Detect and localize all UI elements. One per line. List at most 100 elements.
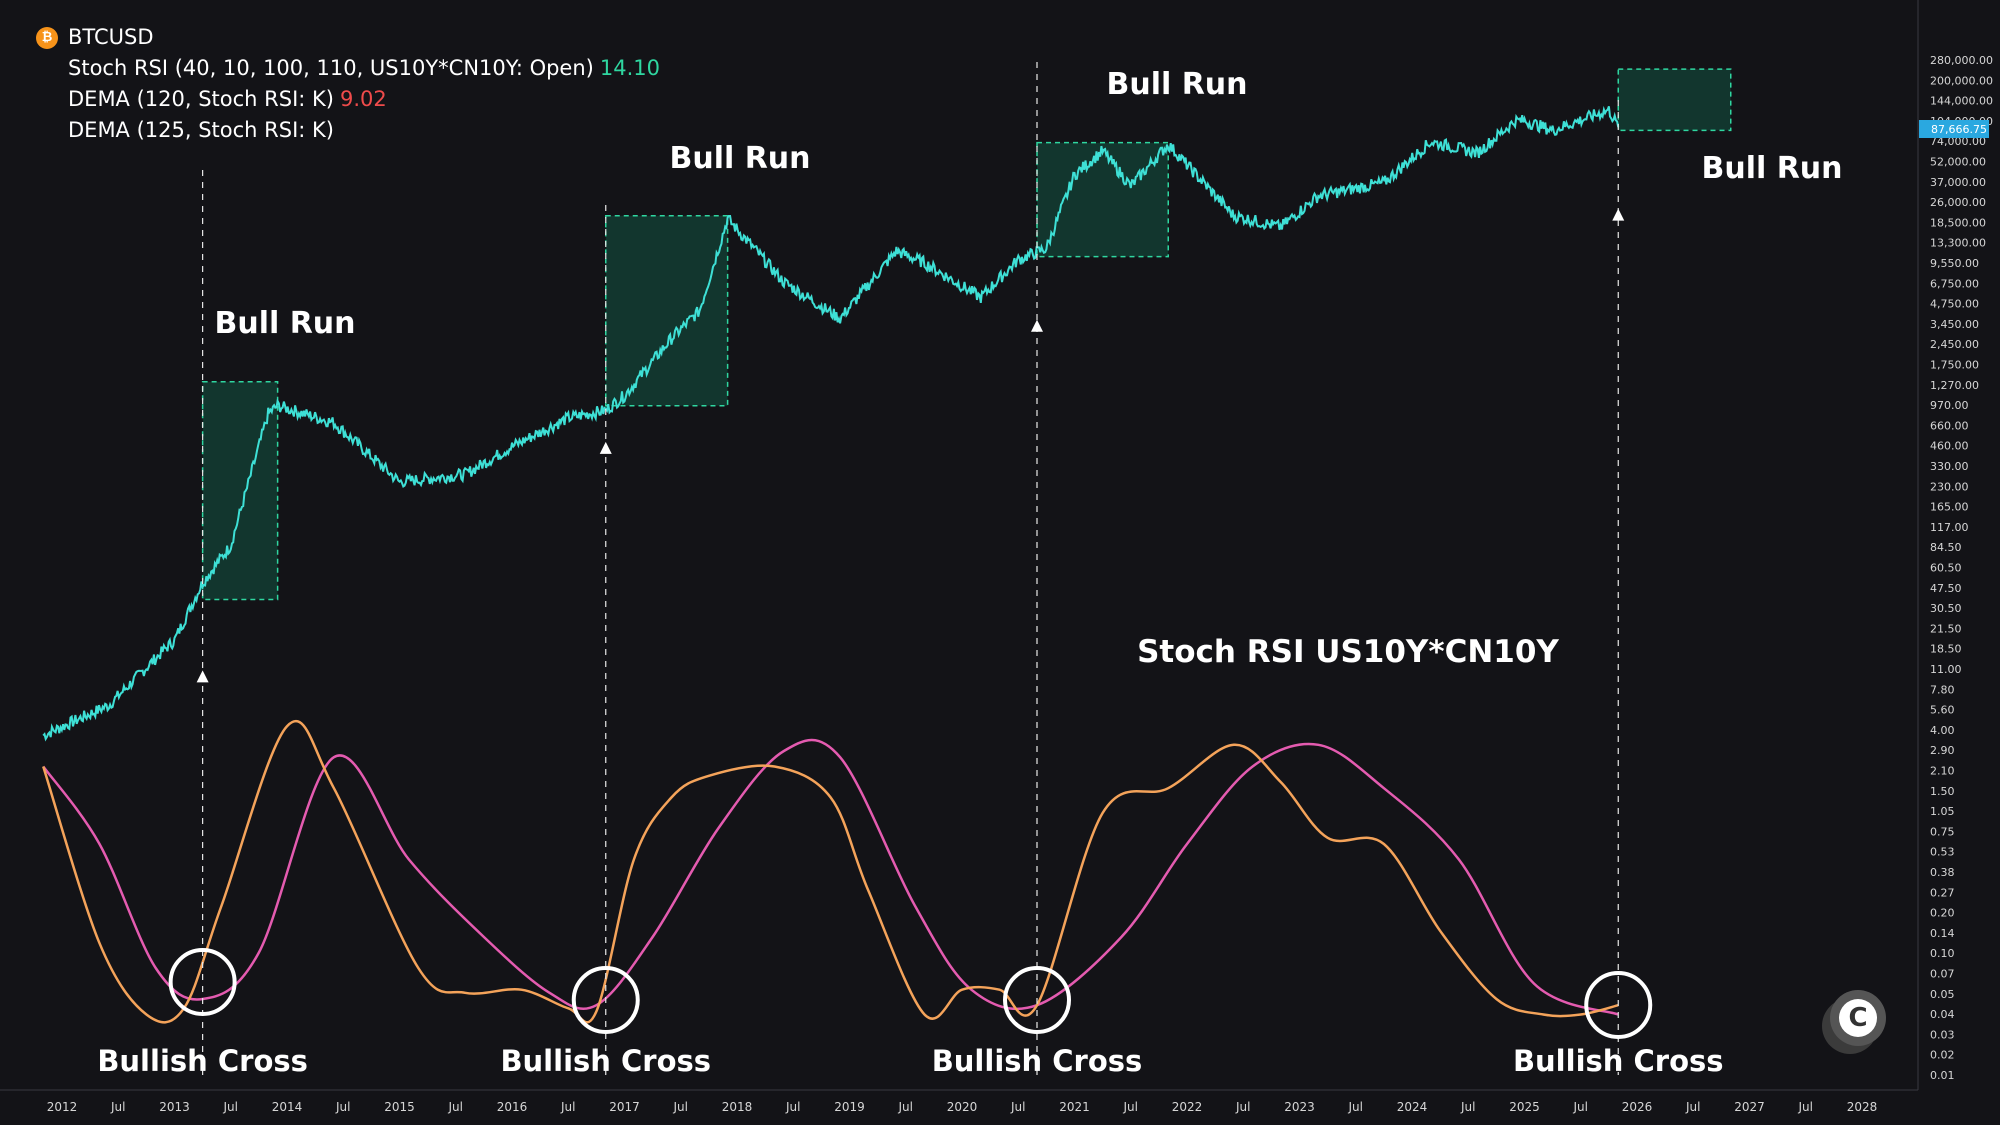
- time-tick-label: 2023: [1284, 1100, 1315, 1114]
- time-tick-label: 2026: [1622, 1100, 1653, 1114]
- time-tick-label: 2028: [1847, 1100, 1878, 1114]
- price-tick-label: 165.00: [1930, 501, 1969, 514]
- price-tick-label: 1.50: [1930, 785, 1955, 798]
- chart-legend: ₿ BTCUSD Stoch RSI (40, 10, 100, 110, US…: [36, 22, 660, 146]
- time-tick-label: Jul: [1573, 1100, 1588, 1114]
- price-tick-label: 0.20: [1930, 907, 1955, 920]
- bullish-cross-label-1: Bullish Cross: [97, 1044, 308, 1078]
- price-tick-label: 3,450.00: [1930, 318, 1979, 331]
- time-tick-label: Jul: [1685, 1100, 1700, 1114]
- time-tick-label: 2024: [1397, 1100, 1428, 1114]
- time-tick-label: 2025: [1509, 1100, 1540, 1114]
- price-tick-label: 0.01: [1930, 1069, 1955, 1082]
- price-tick-label: 1,270.00: [1930, 379, 1979, 392]
- time-tick-label: Jul: [1460, 1100, 1475, 1114]
- bullish-cross-circle-3: [1003, 966, 1071, 1034]
- dema-125-line: [42, 738, 1619, 1016]
- price-tick-label: 9,550.00: [1930, 257, 1979, 270]
- price-tick-label: 30.50: [1930, 602, 1962, 615]
- time-tick-label: Jul: [223, 1100, 238, 1114]
- bull-run-label-1: Bull Run: [214, 306, 355, 341]
- time-tick-label: 2022: [1172, 1100, 1203, 1114]
- bull-run-box-4: [1617, 68, 1732, 132]
- time-tick-label: Jul: [560, 1100, 575, 1114]
- legend-stoch-row[interactable]: Stoch RSI (40, 10, 100, 110, US10Y*CN10Y…: [68, 53, 660, 84]
- price-tick-label: 0.53: [1930, 846, 1955, 859]
- bull-run-label-2: Bull Run: [669, 141, 810, 176]
- time-tick-label: 2016: [497, 1100, 528, 1114]
- dema1-value: 9.02: [340, 87, 387, 111]
- time-tick-label: Jul: [1010, 1100, 1025, 1114]
- price-tick-label: 5.60: [1930, 704, 1955, 717]
- bullish-cross-circle-1: [168, 948, 237, 1016]
- legend-symbol-row[interactable]: ₿ BTCUSD: [36, 22, 660, 53]
- price-tick-label: 2,450.00: [1930, 338, 1979, 351]
- time-tick-label: Jul: [1348, 1100, 1363, 1114]
- price-tick-label: 6,750.00: [1930, 277, 1979, 290]
- time-tick-label: Jul: [898, 1100, 913, 1114]
- bullish-cross-label-3: Bullish Cross: [932, 1044, 1143, 1078]
- price-tick-label: 0.07: [1930, 968, 1955, 981]
- time-tick-label: Jul: [110, 1100, 125, 1114]
- price-tick-label: 84.50: [1930, 541, 1962, 554]
- price-tick-label: 7.80: [1930, 683, 1955, 696]
- price-tick-label: 37,000.00: [1930, 176, 1986, 189]
- stoch-value: 14.10: [599, 56, 660, 80]
- symbol-label: BTCUSD: [68, 25, 154, 49]
- price-tick-label: 21.50: [1930, 622, 1962, 635]
- price-tick-label: 2.90: [1930, 744, 1955, 757]
- price-tick-label: 0.10: [1930, 947, 1955, 960]
- cross-arrow-icon-1: [196, 670, 209, 683]
- price-tick-label: 1.05: [1930, 805, 1955, 818]
- bull-run-box-1: [201, 381, 279, 601]
- time-tick-label: Jul: [1798, 1100, 1813, 1114]
- price-tick-label: 117.00: [1930, 521, 1969, 534]
- last-price-tag: [1919, 120, 1989, 138]
- price-tick-label: 0.05: [1930, 988, 1955, 1001]
- price-tick-label: 460.00: [1930, 440, 1969, 453]
- time-tick-label: Jul: [785, 1100, 800, 1114]
- cross-arrow-icon-2: [599, 441, 612, 454]
- dema1-label: DEMA (120, Stoch RSI: K): [68, 87, 334, 111]
- time-tick-label: 2012: [47, 1100, 78, 1114]
- price-tick-label: 18,500.00: [1930, 216, 1986, 229]
- price-tick-label: 0.03: [1930, 1028, 1955, 1041]
- cointelegraph-logo-icon: C: [1830, 990, 1886, 1046]
- price-tick-label: 970.00: [1930, 399, 1969, 412]
- time-tick-label: 2027: [1734, 1100, 1765, 1114]
- price-tick-label: 0.14: [1930, 927, 1955, 940]
- time-tick-label: 2021: [1059, 1100, 1090, 1114]
- price-tick-label: 0.27: [1930, 886, 1955, 899]
- last-price-label: 87,666.75: [1931, 123, 1987, 136]
- price-tick-label: 2.10: [1930, 765, 1955, 778]
- btc-price-line: [42, 105, 1620, 742]
- legend-dema2-row[interactable]: DEMA (125, Stoch RSI: K): [68, 115, 660, 146]
- time-tick-label: Jul: [448, 1100, 463, 1114]
- time-tick-label: 2013: [159, 1100, 190, 1114]
- price-tick-label: 0.38: [1930, 866, 1955, 879]
- price-tick-label: 200,000.00: [1930, 74, 1993, 87]
- price-tick-label: 0.02: [1930, 1049, 1955, 1062]
- price-tick-label: 280,000.00: [1930, 54, 1993, 67]
- price-tick-label: 74,000.00: [1930, 135, 1986, 148]
- bull-run-label-4: Bull Run: [1701, 151, 1842, 186]
- time-tick-label: Jul: [1123, 1100, 1138, 1114]
- price-tick-label: 144,000.00: [1930, 95, 1993, 108]
- legend-dema1-row[interactable]: DEMA (120, Stoch RSI: K) 9.02: [68, 84, 660, 115]
- price-tick-label: 330.00: [1930, 460, 1969, 473]
- bullish-cross-circle-4: [1584, 971, 1653, 1039]
- bull-run-box-3: [1036, 141, 1169, 258]
- cross-arrow-icon-3: [1031, 319, 1043, 332]
- time-tick-label: 2014: [272, 1100, 303, 1114]
- cross-arrow-icon-4: [1612, 208, 1625, 221]
- bullish-cross-circle-2: [571, 966, 640, 1034]
- stoch-label: Stoch RSI (40, 10, 100, 110, US10Y*CN10Y…: [68, 56, 594, 80]
- dema-120-line: [42, 719, 1619, 1024]
- price-tick-label: 11.00: [1930, 663, 1962, 676]
- price-tick-label: 13,300.00: [1930, 237, 1986, 250]
- price-tick-label: 4,750.00: [1930, 298, 1979, 311]
- time-tick-label: 2019: [834, 1100, 865, 1114]
- time-tick-label: Jul: [335, 1100, 350, 1114]
- time-tick-label: 2017: [609, 1100, 640, 1114]
